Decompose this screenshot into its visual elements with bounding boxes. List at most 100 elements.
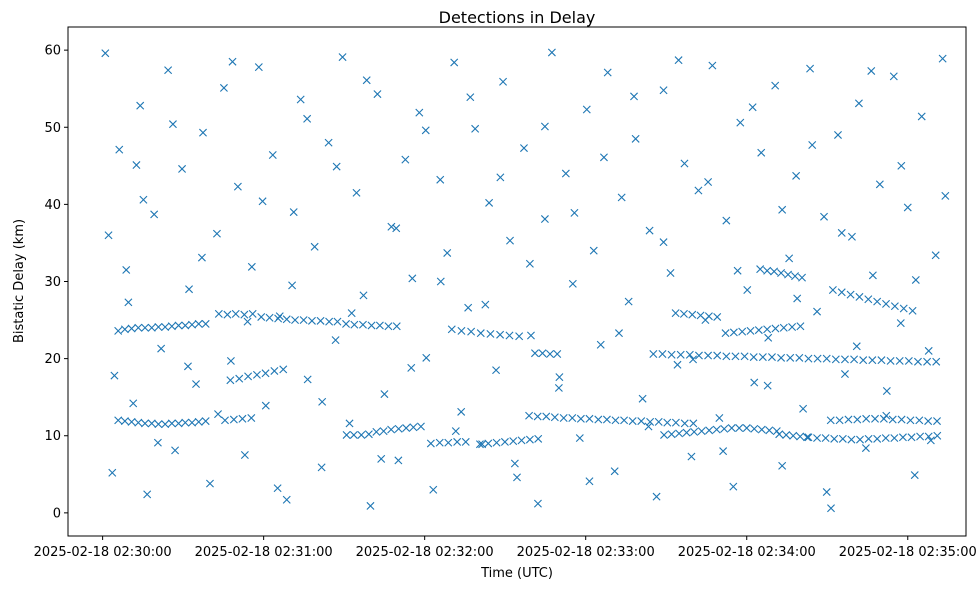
detection-point [585,414,594,423]
detection-point [837,288,846,297]
detection-point [763,325,772,334]
detection-point [164,66,173,75]
y-tick-label: 40 [44,198,61,213]
detection-point [763,381,772,390]
detection-point [415,108,424,117]
detection-point [254,63,263,72]
detection-point [748,103,757,112]
detection-point [674,56,683,65]
detection-point [637,417,646,426]
detection-point [713,312,722,321]
detection-point [938,54,947,63]
detection-point [318,397,327,406]
detection-point [804,354,813,363]
detection-point [746,326,755,335]
detection-point [822,354,831,363]
detection-point [899,304,908,313]
detection-point [864,295,873,304]
detection-point [154,323,163,331]
detection-point [917,112,926,121]
detection-point [689,355,698,364]
detection-point [120,417,129,426]
detection-point [478,440,487,449]
detection-point [910,471,919,480]
detection-point [141,419,150,428]
detection-point [778,461,787,470]
detection-point [694,351,703,360]
detection-point [933,417,942,426]
detection-point [743,285,752,294]
detection-point [161,420,170,429]
detection-point [447,325,456,334]
detection-point [854,99,863,108]
detection-point [324,138,333,147]
detection-point [798,273,807,282]
detection-point [451,427,460,436]
detection-point [644,422,653,431]
detection-point [282,495,291,504]
detection-point [594,415,603,424]
detection-point [392,322,401,331]
detection-point [756,265,765,274]
x-axis-ticks: 2025-02-18 02:30:00 2025-02-18 02:31:00 20… [34,536,977,560]
detection-point [793,294,802,303]
detection-point [547,48,556,57]
detection-point [303,114,312,123]
detection-point [492,366,501,375]
detection-point [387,425,396,434]
detection-point [847,435,856,444]
detection-point [775,430,784,439]
detection-point [553,350,562,358]
detection-point [422,353,431,362]
detection-point [903,203,912,212]
detection-point [212,229,221,238]
detection-point [505,331,514,340]
detection-point [931,251,940,260]
detection-point [782,430,791,439]
detection-point [366,501,375,510]
detection-point [546,350,554,358]
detection-point [610,467,619,476]
detection-point [525,259,534,268]
detection-point [628,417,637,426]
detection-point [359,291,368,300]
detection-point [226,376,235,385]
detection-point [181,418,190,427]
detection-point [416,422,425,431]
detection-point [201,417,210,426]
detection-point [282,315,291,324]
detection-point [675,429,684,438]
detection-point [712,425,721,434]
detection-point [796,322,805,331]
detection-point [796,432,805,441]
detection-point [767,353,776,362]
detection-point [838,434,847,443]
detection-point [603,68,612,77]
detection-point [685,350,694,359]
detection-point [576,414,585,423]
detection-point [279,365,288,374]
detection-point [141,323,150,332]
detection-point [617,193,626,202]
detection-point [924,432,933,441]
detection-point [708,61,717,70]
y-tick-label: 30 [44,275,61,290]
detection-point [510,459,519,468]
x-tick-label: 2025-02-18 02:33:00 [517,545,655,560]
detection-point [265,313,274,322]
detection-point [932,357,941,366]
detection-point [792,171,801,180]
detection-point [201,319,210,328]
detection-point [804,433,813,442]
detection-point [889,72,898,81]
detection-point [803,433,812,442]
detection-point [540,122,549,131]
detection-point [466,93,475,102]
detection-point [694,186,703,195]
detection-point [719,447,728,456]
detection-point [736,118,745,127]
detection-point [174,321,183,330]
detection-point [372,427,381,436]
data-points [101,48,950,513]
detection-point [941,191,950,200]
